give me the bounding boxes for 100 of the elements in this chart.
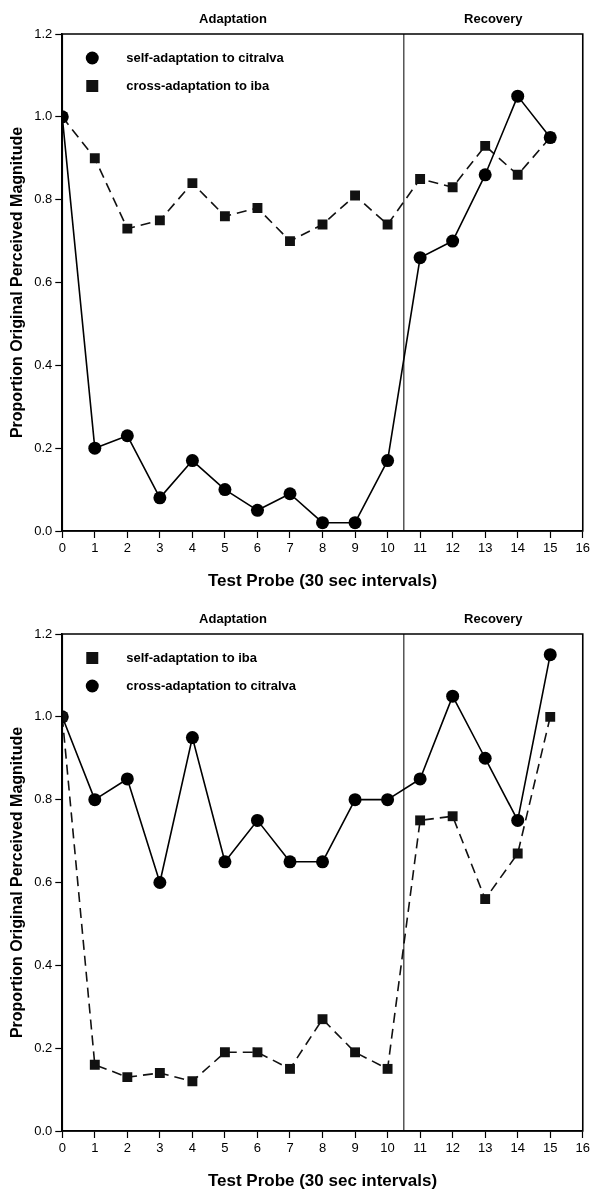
x-tick-label: 6 bbox=[253, 540, 262, 556]
point bbox=[185, 454, 199, 468]
point bbox=[350, 1047, 360, 1058]
text: Adaptation bbox=[199, 11, 268, 27]
x-tick-label: 8 bbox=[318, 1140, 327, 1156]
x-tick-label: 14 bbox=[510, 540, 525, 556]
y-tick-label: 0.4 bbox=[34, 956, 53, 972]
point bbox=[285, 1063, 295, 1074]
y-tick-label: 1.0 bbox=[34, 708, 53, 724]
x-tick-label: 2 bbox=[123, 540, 131, 556]
point bbox=[350, 190, 360, 201]
point bbox=[480, 894, 491, 905]
point bbox=[511, 89, 525, 103]
x-tick-label: 12 bbox=[445, 540, 460, 556]
point bbox=[120, 772, 134, 786]
point bbox=[154, 1068, 165, 1078]
point bbox=[317, 1014, 328, 1025]
y-tick-label: 0.2 bbox=[34, 1039, 53, 1055]
point bbox=[545, 711, 556, 722]
point bbox=[413, 251, 427, 265]
x-tick-label: 3 bbox=[156, 540, 164, 556]
x-tick-label: 14 bbox=[510, 1140, 525, 1156]
point bbox=[283, 855, 297, 869]
point bbox=[185, 731, 199, 745]
x-tick-label: 15 bbox=[543, 540, 558, 556]
y-tick-label: 0.2 bbox=[34, 439, 53, 455]
x-tick-label: 5 bbox=[221, 540, 229, 556]
x-tick-label: 16 bbox=[575, 540, 590, 556]
y-axis-title: Proportion Original Perceived Magnitude bbox=[8, 126, 26, 439]
point bbox=[447, 811, 458, 822]
x-tick-label: 11 bbox=[413, 540, 427, 556]
y-tick-label: 1.2 bbox=[34, 25, 53, 41]
x-tick-label: 13 bbox=[477, 1140, 493, 1156]
y-tick-label: 0.0 bbox=[34, 522, 53, 538]
point bbox=[219, 1047, 230, 1058]
x-tick-label: 1 bbox=[91, 540, 99, 556]
text: Adaptation bbox=[199, 611, 268, 627]
x-tick-label: 12 bbox=[445, 1140, 460, 1156]
legend-label: self-adaptation to iba bbox=[126, 649, 258, 665]
x-tick-label: 0 bbox=[58, 1140, 66, 1156]
x-tick-label: 16 bbox=[575, 1140, 590, 1156]
x-tick-label: 7 bbox=[286, 540, 294, 556]
point bbox=[88, 793, 102, 807]
x-tick-label: 4 bbox=[188, 1140, 197, 1156]
point bbox=[447, 182, 458, 193]
legend-label: cross-adaptation to iba bbox=[126, 77, 271, 93]
x-tick-label: 9 bbox=[351, 1140, 359, 1156]
x-tick-label: 15 bbox=[543, 1140, 558, 1156]
point bbox=[154, 215, 165, 226]
point bbox=[316, 855, 330, 869]
y-tick-label: 0.8 bbox=[34, 191, 53, 207]
point bbox=[478, 751, 492, 765]
point bbox=[250, 503, 264, 517]
point bbox=[252, 203, 263, 213]
point bbox=[250, 813, 264, 827]
point bbox=[382, 1063, 393, 1074]
point bbox=[122, 223, 133, 234]
x-tick-label: 10 bbox=[380, 1140, 395, 1156]
point bbox=[252, 1047, 263, 1058]
x-tick-label: 6 bbox=[253, 1140, 262, 1156]
point bbox=[511, 813, 525, 827]
point bbox=[478, 168, 492, 182]
point bbox=[446, 689, 460, 703]
x-tick-label: 10 bbox=[380, 540, 395, 556]
y-axis-title: Proportion Original Perceived Magnitude bbox=[8, 726, 26, 1039]
x-tick-label: 9 bbox=[351, 540, 359, 556]
text: Recovery bbox=[464, 11, 524, 27]
point bbox=[480, 140, 491, 151]
point bbox=[219, 211, 230, 222]
x-axis-title: Test Probe (30 sec intervals) bbox=[207, 1171, 438, 1191]
y-tick-label: 0.0 bbox=[34, 1122, 53, 1138]
x-tick-label: 1 bbox=[91, 1140, 99, 1156]
x-tick-label: 2 bbox=[123, 1140, 131, 1156]
point bbox=[348, 516, 362, 530]
point bbox=[316, 516, 330, 530]
x-tick-label: 7 bbox=[286, 1140, 294, 1156]
point bbox=[122, 1072, 133, 1083]
x-tick-label: 0 bbox=[58, 540, 66, 556]
point bbox=[415, 815, 426, 826]
point bbox=[415, 174, 426, 184]
point bbox=[348, 793, 362, 807]
x-tick-label: 8 bbox=[318, 540, 327, 556]
point bbox=[187, 1076, 198, 1087]
point bbox=[285, 236, 295, 247]
point bbox=[88, 441, 102, 455]
point bbox=[89, 153, 100, 164]
text: Recovery bbox=[464, 611, 524, 627]
x-tick-label: 4 bbox=[188, 540, 197, 556]
x-tick-label: 3 bbox=[156, 1140, 164, 1156]
point bbox=[218, 483, 232, 497]
x-axis-title: Test Probe (30 sec intervals) bbox=[207, 571, 438, 591]
point bbox=[543, 648, 557, 662]
x-tick-label: 5 bbox=[221, 1140, 229, 1156]
y-tick-label: 0.4 bbox=[34, 356, 53, 372]
legend-label: self-adaptation to citralva bbox=[126, 49, 285, 65]
point bbox=[187, 178, 198, 189]
point bbox=[413, 772, 427, 786]
y-tick-label: 0.8 bbox=[34, 791, 53, 807]
point bbox=[283, 487, 297, 501]
point bbox=[512, 169, 523, 180]
